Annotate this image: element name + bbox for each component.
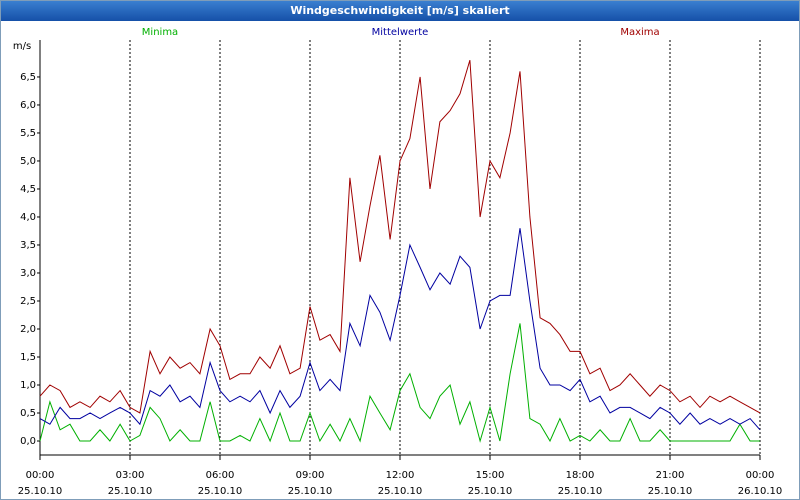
x-tick-date: 25.10.10 (468, 486, 513, 497)
legend-label: Maxima (620, 27, 659, 38)
x-tick-label: 03:00 (116, 470, 145, 481)
x-tick-date: 25.10.10 (558, 486, 603, 497)
y-tick-label: 2,5 (20, 296, 36, 307)
x-tick-date: 25.10.10 (198, 486, 243, 497)
y-tick-label: 1,0 (20, 380, 36, 391)
chart-title: Windgeschwindigkeit [m/s] skaliert (290, 4, 509, 17)
x-tick-label: 21:00 (656, 470, 685, 481)
x-tick-label: 00:00 (746, 470, 775, 481)
series-line (39, 60, 761, 414)
y-tick-label: 4,5 (20, 184, 36, 195)
x-tick-date: 25.10.10 (648, 486, 693, 497)
y-tick-label: 4,0 (20, 212, 36, 223)
y-tick-label: 0,5 (20, 408, 36, 419)
x-tick-label: 00:00 (26, 470, 55, 481)
y-tick-label: 3,5 (20, 240, 36, 251)
y-tick-label: 2,0 (20, 324, 36, 335)
y-tick-label: 0,0 (20, 436, 36, 447)
x-tick-label: 12:00 (386, 470, 415, 481)
x-tick-label: 09:00 (296, 470, 325, 481)
x-tick-label: 18:00 (566, 470, 595, 481)
y-tick-label: 5,0 (20, 156, 36, 167)
x-tick-date: 26.10.10 (738, 486, 783, 497)
y-tick-label: 1,5 (20, 352, 36, 363)
x-tick-date: 25.10.10 (18, 486, 63, 497)
y-tick-label: 3,0 (20, 268, 36, 279)
x-tick-date: 25.10.10 (288, 486, 333, 497)
y-unit: m/s (13, 41, 31, 52)
x-tick-date: 25.10.10 (378, 486, 423, 497)
x-tick-date: 25.10.10 (108, 486, 153, 497)
legend-label: Mittelwerte (372, 27, 429, 38)
title-bar (1, 1, 799, 21)
series-line (39, 323, 760, 443)
legend-label: Minima (142, 27, 178, 38)
x-tick-label: 06:00 (206, 470, 235, 481)
y-tick-label: 6,5 (20, 72, 36, 83)
series-line (39, 228, 761, 431)
x-tick-label: 15:00 (476, 470, 505, 481)
y-tick-label: 5,5 (20, 128, 36, 139)
y-tick-label: 6,0 (20, 100, 36, 111)
